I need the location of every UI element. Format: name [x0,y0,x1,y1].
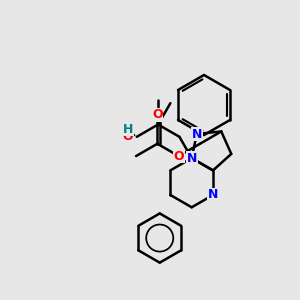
Text: N: N [192,128,202,140]
Text: N: N [187,152,197,165]
Text: O: O [123,130,133,143]
Text: O: O [173,150,184,163]
Text: O: O [152,108,163,121]
Text: H: H [123,123,133,136]
Text: N: N [208,188,218,202]
